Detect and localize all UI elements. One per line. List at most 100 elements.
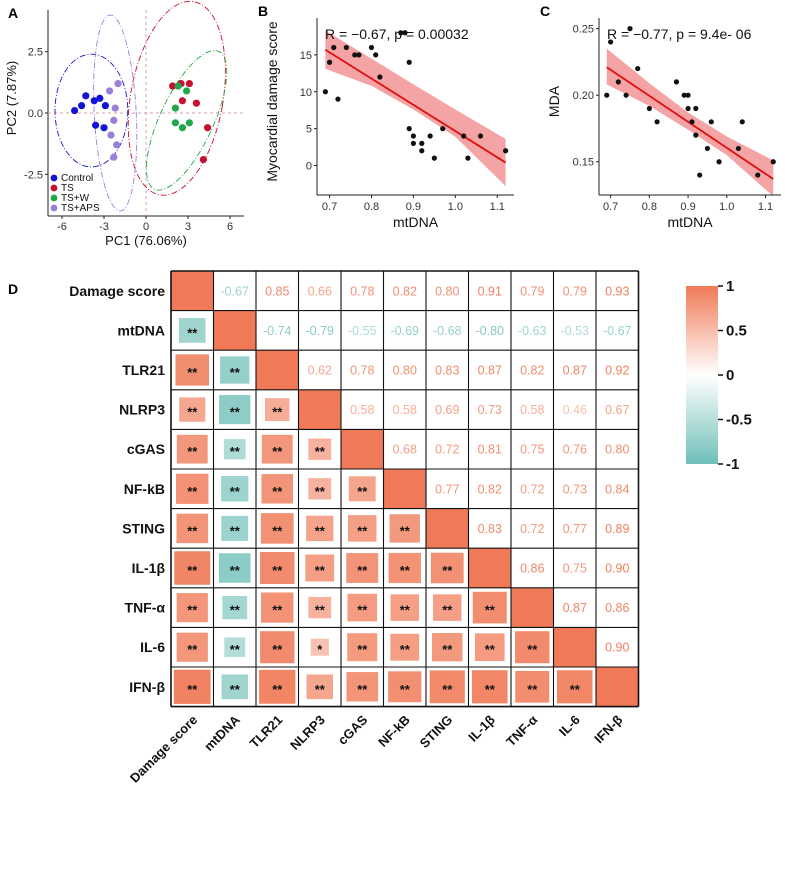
data-point [183, 87, 191, 95]
data-point [178, 97, 186, 105]
row-label: Damage score [69, 283, 165, 299]
correlation-square [306, 515, 334, 542]
data-point [654, 119, 660, 125]
data-point [356, 52, 362, 58]
correlation-value: 0.67 [605, 403, 629, 417]
correlation-value: 0.86 [605, 601, 629, 615]
correlation-square [222, 595, 248, 620]
row-label: IL-6 [140, 639, 165, 655]
data-point [185, 79, 193, 88]
significance-stars: ** [400, 563, 411, 578]
correlation-value: 0.84 [605, 482, 629, 496]
data-point [111, 104, 119, 112]
legend-marker [50, 174, 58, 182]
diagonal-cell [171, 271, 214, 311]
correlation-value: 0.82 [393, 284, 417, 298]
column-label: cGAS [335, 712, 371, 748]
correlation-value: -0.67 [221, 284, 250, 298]
panel-d-heatmap: -0.67 0.85 0.66 0.78 0.82 0.80 0.91 0.79 0.79 0.9… [69, 270, 752, 786]
data-point [461, 133, 467, 139]
pca-y-tick-label: -2.5 [24, 169, 43, 181]
data-point [477, 133, 484, 139]
data-point [608, 39, 614, 45]
correlation-square [471, 670, 508, 704]
correlation-value: 0.58 [350, 403, 374, 417]
correlation-value: 0.75 [563, 562, 587, 576]
column-label: IFN-β [591, 712, 625, 746]
x-tick-label: 0.7 [603, 201, 618, 213]
row-label: cGAS [127, 441, 165, 457]
correlation-value: 0.77 [435, 482, 459, 496]
row-label: STING [122, 520, 165, 536]
significance-stars: ** [272, 563, 283, 578]
significance-stars: ** [400, 523, 411, 538]
significance-stars: ** [527, 682, 538, 697]
correlation-square [174, 551, 211, 585]
correlation-square [308, 596, 332, 619]
diagonal-cell [213, 310, 256, 351]
pca-x-tick-label: -3 [99, 221, 109, 233]
data-point [406, 126, 412, 132]
correlation-value: 0.92 [605, 364, 629, 378]
data-point [770, 159, 776, 165]
correlation-square [310, 638, 329, 656]
correlation-square [176, 434, 208, 464]
data-point [368, 44, 375, 51]
data-point [604, 92, 610, 98]
correlation-square [220, 356, 250, 384]
data-point [673, 79, 680, 85]
x-tick-label: 1.1 [758, 201, 773, 213]
correlation-square [224, 637, 246, 657]
x-tick-label: 0.9 [406, 201, 421, 213]
correlation-value: 0.46 [563, 403, 587, 417]
correlation-square [390, 633, 420, 661]
significance-stars: * [317, 642, 323, 657]
correlation-square [259, 669, 296, 704]
data-point [615, 79, 621, 85]
confidence-ellipse [54, 53, 129, 168]
correlation-square [223, 439, 246, 460]
significance-stars: ** [187, 642, 198, 657]
correlation-value: -0.63 [518, 324, 547, 338]
correlation-stat-label: R = −0.77, p = 9.4e- 06 [607, 26, 752, 42]
correlation-square [430, 552, 464, 584]
x-axis-title: mtDNA [667, 214, 713, 230]
data-point [171, 119, 179, 127]
legend-entry: Control [61, 173, 93, 184]
column-label: IL-1β [465, 712, 498, 745]
correlation-stat-label: R = −0.67, p = 0.00032 [325, 26, 469, 42]
correlation-square [346, 553, 379, 583]
correlation-value: 0.91 [478, 284, 502, 298]
correlation-value: -0.69 [391, 324, 420, 338]
column-label: TLR21 [247, 712, 286, 751]
y-tick-label: 0.20 [573, 90, 594, 102]
row-label: NF-kB [124, 481, 165, 497]
correlation-value: 0.89 [605, 522, 629, 536]
row-label: NLRP3 [119, 402, 165, 418]
column-label: STING [417, 712, 456, 751]
data-point [100, 124, 108, 132]
y-axis-title: MDA [546, 85, 562, 117]
data-point [107, 131, 115, 139]
data-point [199, 155, 207, 164]
correlation-square [176, 632, 208, 662]
correlation-square [173, 669, 211, 704]
pca-y-tick-label: 0.0 [28, 108, 43, 120]
significance-stars: ** [272, 405, 283, 420]
data-point [398, 30, 404, 36]
correlation-square [556, 670, 593, 704]
data-point [685, 92, 691, 98]
x-axis-title: mtDNA [393, 214, 439, 230]
data-point [178, 124, 186, 132]
significance-stars: ** [315, 563, 326, 578]
significance-stars: ** [230, 484, 241, 499]
correlation-value: 0.73 [563, 482, 587, 496]
significance-stars: ** [570, 682, 581, 697]
correlation-value: 0.80 [435, 284, 459, 298]
data-point [169, 82, 177, 90]
correlation-square [515, 670, 550, 703]
data-point [693, 132, 699, 138]
correlation-square [221, 674, 248, 700]
legend-marker [50, 204, 58, 212]
